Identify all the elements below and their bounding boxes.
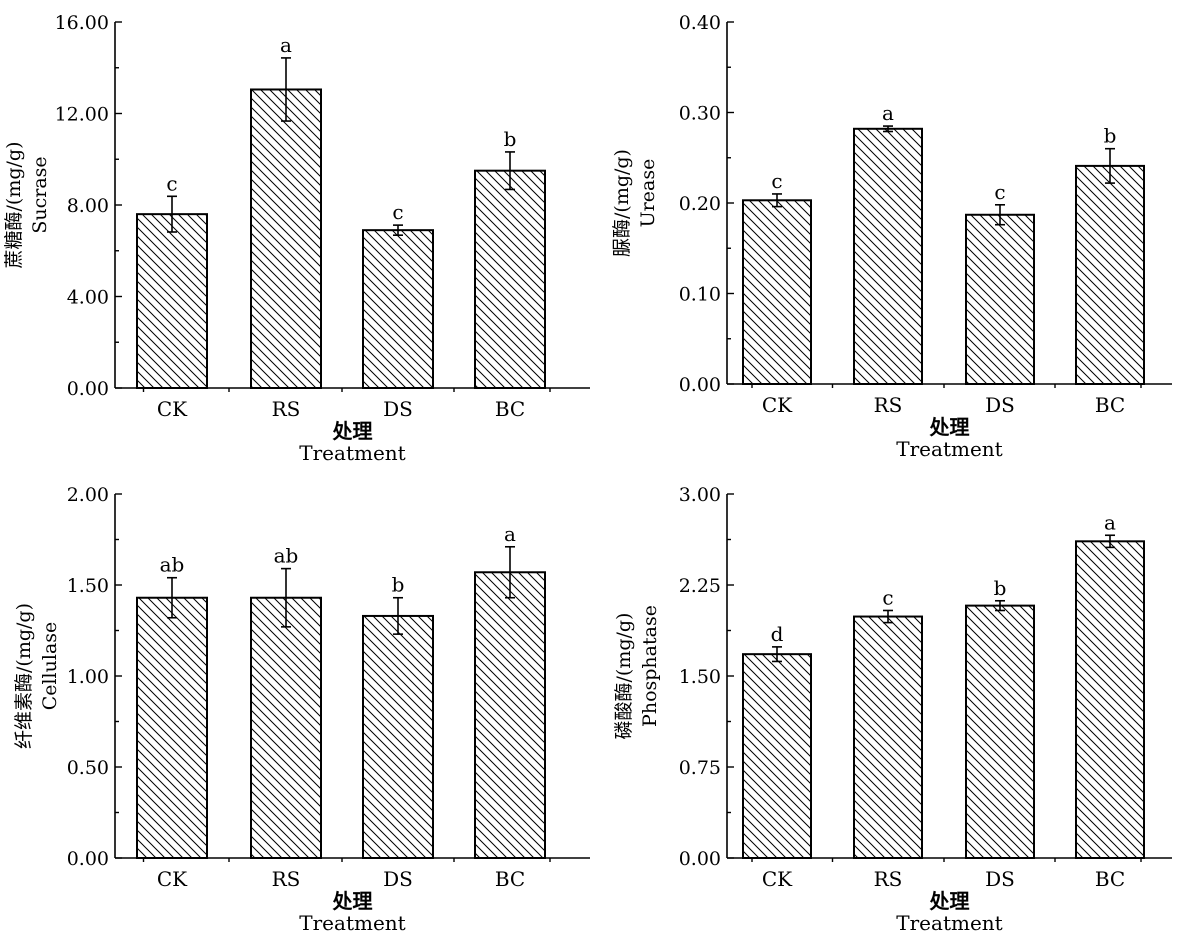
chart-panel-3: 0.00 0.50 1.00 1.50 2.00 ab CK ab RS b DS a BC 处理Trea…	[13, 484, 590, 935]
y-axis-title-en: Phosphatase	[639, 605, 661, 727]
y-tick-label: 1.50	[679, 666, 721, 688]
x-axis-title-cn: 处理	[929, 889, 970, 913]
x-axis-title-cn: 处理	[929, 415, 970, 439]
significance-label: b	[1104, 124, 1117, 148]
y-tick-label: 1.00	[67, 666, 109, 688]
x-tick-label: BC	[495, 867, 525, 891]
bar-ck	[742, 199, 812, 385]
bar-rs	[250, 596, 322, 859]
x-tick-label: BC	[495, 397, 525, 421]
significance-label: d	[771, 622, 784, 646]
significance-label: a	[280, 33, 292, 57]
y-axis-title-cn: 蔗糖酶/(mg/g)	[3, 142, 25, 269]
significance-label: a	[882, 101, 894, 125]
significance-label: ab	[274, 544, 299, 568]
significance-label: c	[771, 169, 782, 193]
y-tick-label: 3.00	[679, 484, 721, 506]
x-axis-title-en: Treatment	[896, 911, 1002, 935]
y-tick-label: 1.50	[67, 575, 109, 597]
y-tick-label: 0.10	[679, 284, 721, 306]
x-tick-label: DS	[985, 867, 1015, 891]
bar-ds	[965, 213, 1035, 385]
significance-label: c	[994, 180, 1005, 204]
x-tick-label: BC	[1095, 867, 1125, 891]
x-tick-label: DS	[383, 397, 413, 421]
significance-label: a	[1104, 510, 1116, 534]
y-tick-label: 8.00	[67, 195, 109, 217]
x-axis-title-en: Treatment	[299, 911, 405, 935]
y-tick-label: 0.00	[679, 848, 721, 870]
bar-ck	[136, 596, 208, 859]
y-tick-label: 12.00	[55, 104, 109, 126]
y-axis-title-en: Urease	[637, 159, 659, 228]
significance-label: b	[994, 576, 1007, 600]
y-tick-label: 0.75	[679, 757, 721, 779]
bar-bc	[474, 169, 546, 389]
x-axis-title-cn: 处理	[332, 889, 373, 913]
y-tick-label: 0.30	[679, 103, 721, 125]
x-tick-label: RS	[874, 393, 903, 417]
bar-bc	[1075, 540, 1145, 859]
y-tick-label: 16.00	[55, 12, 109, 34]
y-tick-label: 0.00	[679, 374, 721, 396]
bar-rs	[853, 127, 923, 385]
chart-panel-2: 0.00 0.10 0.20 0.30 0.40 c CK a RS c DS b BC 处理Treatm…	[611, 12, 1172, 461]
significance-label: b	[504, 127, 517, 151]
bar-ck	[136, 213, 208, 389]
bar-bc	[474, 571, 546, 859]
bar-ds	[965, 604, 1035, 859]
bar-rs	[250, 88, 322, 389]
y-tick-label: 0.40	[679, 12, 721, 34]
x-tick-label: CK	[762, 867, 793, 891]
significance-label: c	[392, 200, 403, 224]
y-tick-label: 0.00	[67, 848, 109, 870]
bar-ds	[362, 614, 434, 859]
x-axis-title-en: Treatment	[896, 437, 1002, 461]
significance-label: b	[392, 573, 405, 597]
y-axis-title-cn: 纤维素酶/(mg/g)	[13, 603, 35, 749]
significance-label: c	[166, 171, 177, 195]
y-axis-title-en: Cellulase	[39, 622, 61, 711]
y-tick-label: 2.25	[679, 575, 721, 597]
bar-ck	[742, 653, 812, 859]
x-tick-label: DS	[383, 867, 413, 891]
significance-label: a	[504, 522, 516, 546]
y-tick-label: 0.00	[67, 378, 109, 400]
bar-rs	[853, 615, 923, 860]
x-tick-label: CK	[762, 393, 793, 417]
x-axis-title-en: Treatment	[299, 441, 405, 465]
chart-panel-1: 0.00 4.00 8.00 12.00 16.00 c CK a RS c DS b BC 处理Trea…	[3, 12, 590, 465]
bar-ds	[362, 229, 434, 389]
x-tick-label: DS	[985, 393, 1015, 417]
y-axis-title-en: Sucrase	[29, 156, 51, 233]
y-axis-title-cn: 脲酶/(mg/g)	[611, 149, 633, 257]
y-tick-label: 0.20	[679, 193, 721, 215]
chart-panel-4: 0.00 0.75 1.50 2.25 3.00 d CK c RS b DS a BC 处理Treatm…	[613, 484, 1172, 935]
y-tick-label: 0.50	[67, 757, 109, 779]
y-axis-title-cn: 磷酸酶/(mg/g)	[613, 613, 635, 740]
x-tick-label: CK	[157, 867, 188, 891]
x-tick-label: RS	[874, 867, 903, 891]
x-tick-label: CK	[157, 397, 188, 421]
x-axis-title-cn: 处理	[332, 419, 373, 443]
bar-bc	[1075, 164, 1145, 385]
significance-label: ab	[160, 553, 185, 577]
y-tick-label: 4.00	[67, 287, 109, 309]
x-tick-label: BC	[1095, 393, 1125, 417]
x-tick-label: RS	[272, 867, 301, 891]
significance-label: c	[882, 585, 893, 609]
x-tick-label: RS	[272, 397, 301, 421]
y-tick-label: 2.00	[67, 484, 109, 506]
